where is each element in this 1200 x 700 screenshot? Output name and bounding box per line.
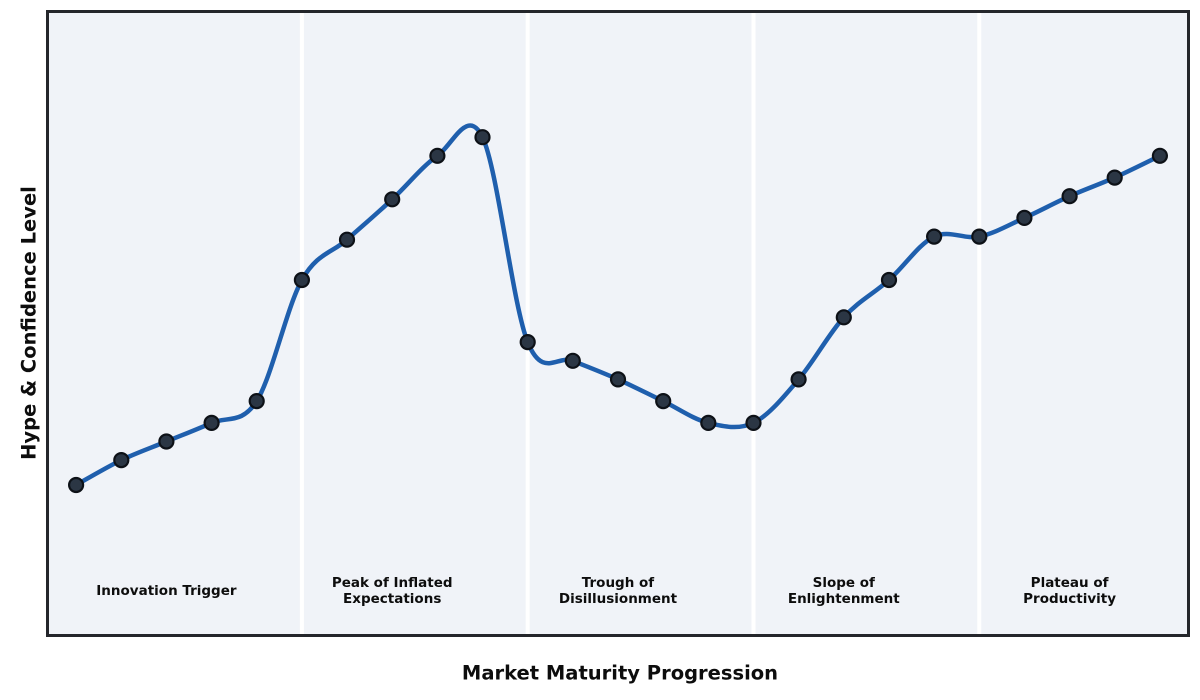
phase-label-line: Enlightenment [787,590,900,607]
data-point [1016,209,1033,226]
hype-curve-svg [68,13,1169,634]
plot-area: Innovation Trigger Peak of Inflated Expect… [46,10,1190,637]
data-point [429,147,446,164]
data-point [1061,188,1078,205]
data-point [113,452,130,469]
data-point [655,393,672,410]
phase-label-line: Expectations [343,590,442,607]
data-point [203,414,220,431]
phase-label: Innovation Trigger [96,582,236,598]
data-point [384,191,401,208]
data-point [68,476,85,494]
phase-label-line: Peak of Inflated [331,574,453,591]
data-point [790,371,807,388]
data-point [474,129,491,146]
phase-label-line: Plateau of [1030,574,1109,591]
data-point [925,228,943,245]
data-point [158,433,175,450]
phase-label: Trough of Disillusionment [559,574,677,606]
data-point [700,414,717,431]
data-point [519,334,536,351]
data-point [248,393,265,410]
y-axis-label: Hype & Confidence Level [17,186,41,460]
phase-label-line: Innovation Trigger [96,582,237,599]
data-point [609,371,627,388]
x-axis-label: Market Maturity Progression [461,661,779,685]
phase-label: Slope of Enlightenment [788,574,900,606]
data-point [880,271,898,289]
data-point [338,231,356,248]
phase-label-line: Slope of [812,574,875,591]
hype-curve [73,123,1163,488]
phase-label-line: Trough of [581,574,655,591]
data-point [1151,147,1169,164]
phase-label-line: Disillusionment [558,590,678,607]
phase-label: Peak of Inflated Expectations [332,574,453,606]
data-point [835,309,852,326]
data-point [293,271,310,289]
data-point [745,414,762,431]
data-point [971,228,988,245]
phase-label: Plateau of Productivity [1023,574,1116,606]
data-point [564,352,581,369]
data-point [1106,169,1123,186]
phase-label-line: Productivity [1023,590,1117,607]
